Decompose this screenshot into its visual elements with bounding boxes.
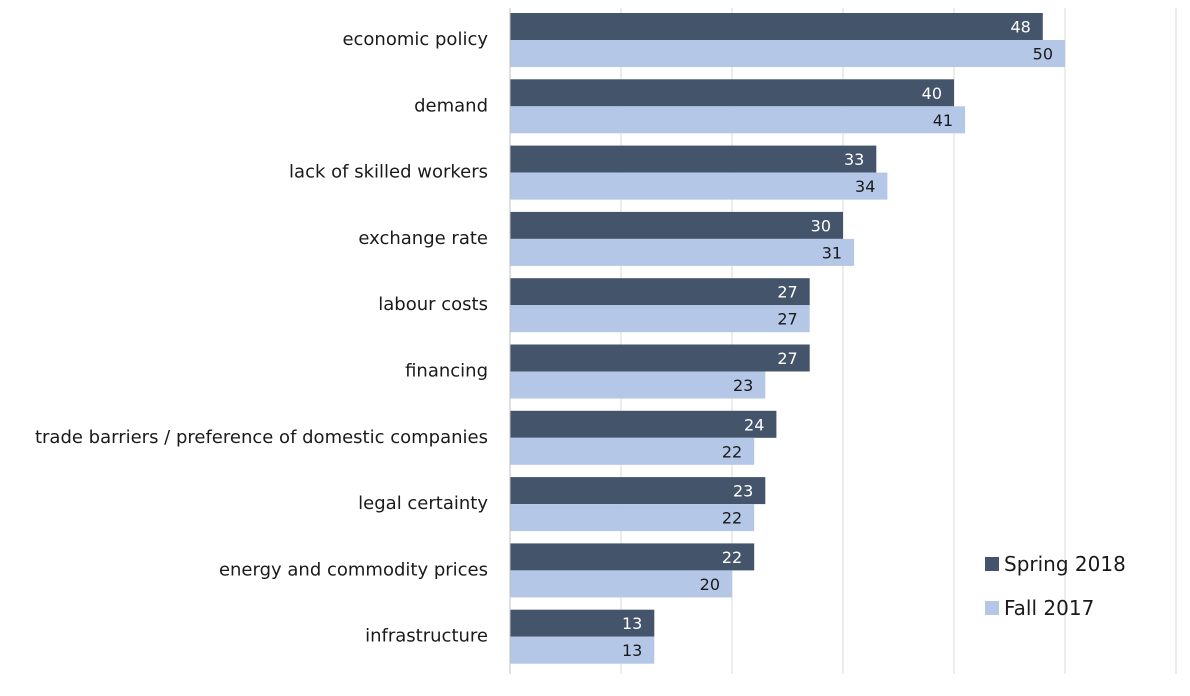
legend-swatch [985, 557, 999, 571]
bar-fall-2017 [510, 437, 755, 465]
legend-label: Spring 2018 [1004, 552, 1126, 576]
category-label: exchange rate [358, 228, 488, 249]
bar-fall-2017 [510, 371, 766, 399]
data-label: 27 [777, 310, 797, 329]
bar-spring-2018 [510, 211, 843, 239]
legend: Spring 2018 Fall 2017 [985, 552, 1126, 620]
data-label: 27 [777, 283, 797, 302]
data-label: 20 [700, 575, 720, 594]
data-label: 23 [733, 482, 753, 501]
bar-fall-2017 [510, 504, 755, 532]
bar-fall-2017 [510, 636, 655, 664]
category-labels: economic policy demand lack of skilled wor… [35, 29, 488, 647]
data-label: 13 [622, 641, 642, 660]
bar-spring-2018 [510, 79, 954, 107]
category-label: economic policy [342, 29, 488, 50]
data-label: 33 [844, 150, 864, 169]
bar-spring-2018 [510, 13, 1043, 40]
data-label: 48 [1010, 18, 1030, 37]
category-label: infrastructure [365, 626, 488, 647]
category-label: demand [414, 95, 488, 116]
bar-fall-2017 [510, 238, 855, 266]
category-label: legal certainty [358, 493, 488, 514]
legend-swatch [985, 601, 999, 615]
category-label: trade barriers / preference of domestic … [35, 427, 488, 448]
data-label: 24 [744, 415, 764, 434]
bar-spring-2018 [510, 410, 777, 438]
data-label: 50 [1033, 45, 1053, 64]
category-label: energy and commodity prices [219, 559, 488, 580]
data-label: 13 [622, 614, 642, 633]
bar-spring-2018 [510, 543, 755, 571]
data-label: 40 [922, 84, 942, 103]
data-label: 41 [933, 111, 953, 130]
bar-spring-2018 [510, 477, 766, 505]
legend-label: Fall 2017 [1004, 596, 1094, 620]
category-label: financing [405, 361, 488, 382]
bar-fall-2017 [510, 305, 810, 333]
category-label: labour costs [378, 294, 488, 315]
bar-fall-2017 [510, 570, 732, 598]
data-label: 22 [722, 509, 742, 528]
data-label: 30 [811, 216, 831, 235]
bar-spring-2018 [510, 609, 655, 637]
bar-fall-2017 [510, 106, 966, 134]
bar-fall-2017 [510, 40, 1065, 67]
data-label: 22 [722, 548, 742, 567]
bar-spring-2018 [510, 278, 810, 306]
data-label: 23 [733, 376, 753, 395]
data-label: 31 [822, 243, 842, 262]
bar-fall-2017 [510, 172, 888, 200]
data-label: 22 [722, 442, 742, 461]
data-label: 27 [777, 349, 797, 368]
bar-spring-2018 [510, 344, 810, 372]
bar-spring-2018 [510, 145, 877, 173]
data-label: 34 [855, 177, 875, 196]
category-label: lack of skilled workers [289, 162, 488, 183]
